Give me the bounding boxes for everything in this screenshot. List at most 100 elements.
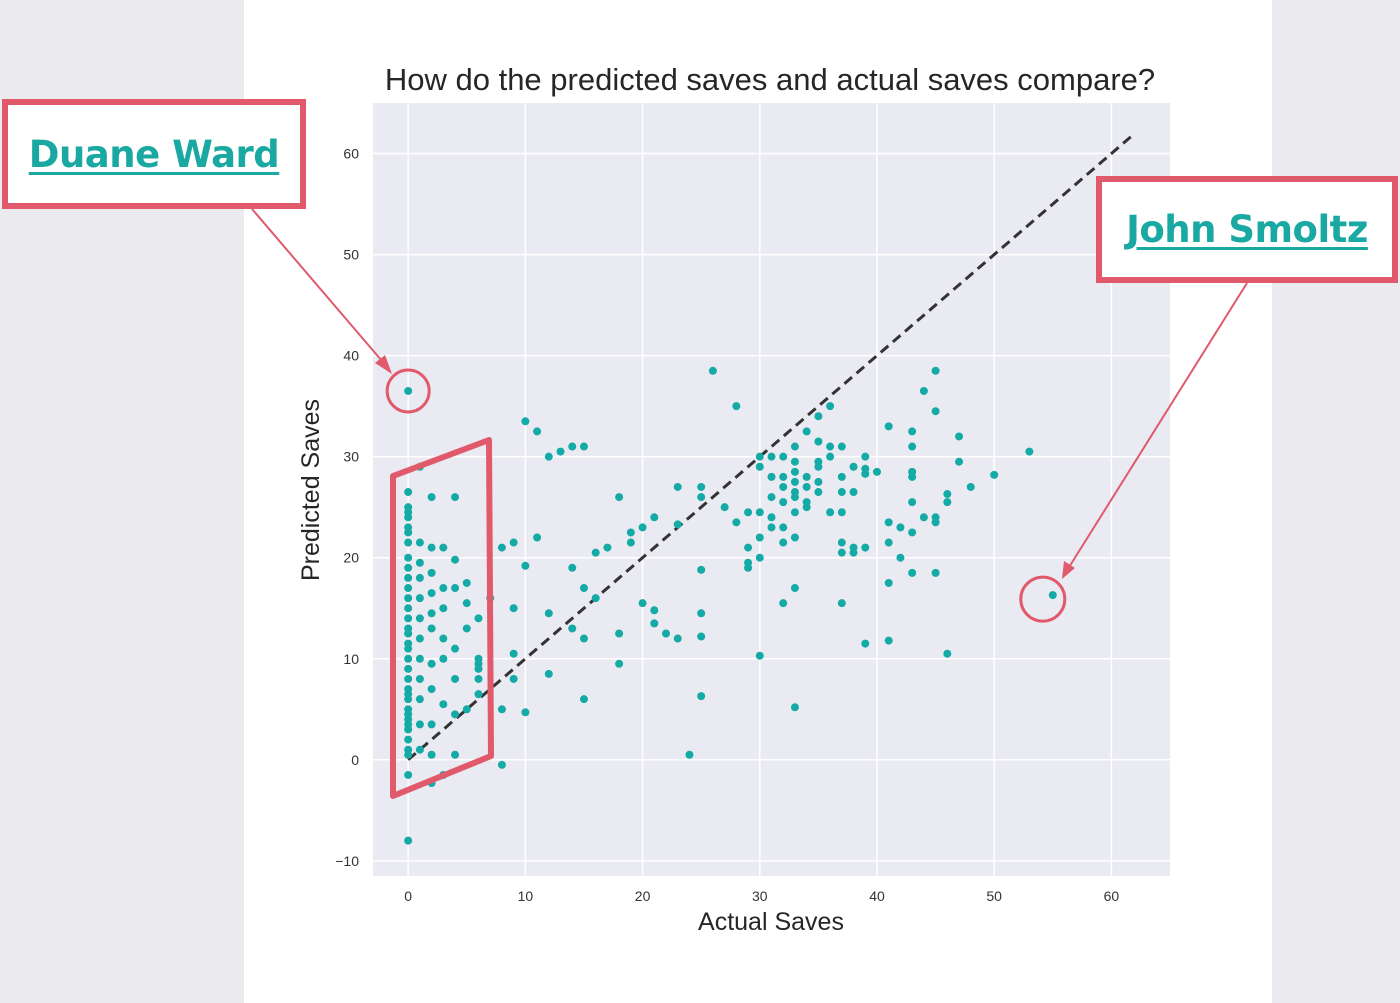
data-point — [451, 584, 460, 593]
data-point — [439, 584, 448, 593]
data-point — [837, 442, 846, 451]
data-point — [474, 614, 483, 623]
data-point — [509, 674, 518, 683]
data-point — [415, 573, 424, 582]
data-point — [404, 538, 413, 547]
data-point — [744, 508, 753, 517]
data-point — [404, 836, 413, 845]
data-point — [908, 427, 917, 436]
data-point — [626, 528, 635, 537]
data-point — [427, 750, 436, 759]
data-point — [533, 533, 542, 542]
data-point — [685, 750, 694, 759]
data-point — [779, 538, 788, 547]
data-point — [802, 482, 811, 491]
data-point — [826, 442, 835, 451]
data-point — [568, 624, 577, 633]
data-point — [615, 629, 624, 638]
data-point — [568, 563, 577, 572]
data-point — [673, 634, 682, 643]
data-point — [404, 553, 413, 562]
data-point — [439, 604, 448, 613]
data-point — [427, 609, 436, 618]
data-point — [544, 452, 553, 461]
duane-ward-link[interactable]: Duane Ward — [28, 132, 280, 176]
john-smoltz-link[interactable]: John Smoltz — [1126, 208, 1368, 251]
data-point — [955, 432, 964, 441]
y-tick-label: −10 — [335, 853, 359, 869]
data-point — [415, 594, 424, 603]
data-point — [814, 462, 823, 471]
data-point — [521, 708, 530, 717]
data-point — [744, 563, 753, 572]
data-point — [826, 508, 835, 517]
data-point — [931, 568, 940, 577]
data-point — [404, 386, 413, 395]
data-point — [966, 482, 975, 491]
data-point — [404, 644, 413, 653]
data-point — [744, 543, 753, 552]
data-point — [439, 654, 448, 663]
data-point — [814, 477, 823, 486]
data-point — [755, 533, 764, 542]
data-point — [790, 477, 799, 486]
chart-title: How do the predicted saves and actual sa… — [385, 62, 1155, 97]
data-point — [802, 503, 811, 512]
data-point — [415, 558, 424, 567]
data-point — [404, 750, 413, 759]
data-point — [427, 659, 436, 668]
data-point — [849, 488, 858, 497]
data-point — [462, 599, 471, 608]
data-point — [814, 412, 823, 421]
data-point — [415, 538, 424, 547]
data-point — [404, 629, 413, 638]
y-tick-label: 30 — [343, 449, 359, 465]
data-point — [931, 366, 940, 375]
data-point — [462, 578, 471, 587]
data-point — [404, 563, 413, 572]
data-point — [802, 427, 811, 436]
data-point — [544, 609, 553, 618]
data-point — [404, 664, 413, 673]
data-point — [943, 649, 952, 658]
data-point — [451, 644, 460, 653]
data-point — [462, 624, 471, 633]
data-point — [779, 599, 788, 608]
data-point — [919, 513, 928, 522]
data-point — [404, 604, 413, 613]
data-point — [638, 599, 647, 608]
data-point — [837, 472, 846, 481]
data-point — [427, 685, 436, 694]
data-point — [451, 674, 460, 683]
highlight-circle-ward — [385, 368, 431, 414]
data-point — [404, 528, 413, 537]
data-point — [579, 634, 588, 643]
data-point — [990, 470, 999, 479]
data-point — [404, 695, 413, 704]
data-point — [650, 619, 659, 628]
data-point — [427, 493, 436, 502]
data-point — [720, 503, 729, 512]
data-point — [439, 543, 448, 552]
data-point — [908, 528, 917, 537]
data-point — [427, 568, 436, 577]
callout-john-smoltz: John Smoltz — [1096, 176, 1398, 283]
data-point — [779, 523, 788, 532]
data-point — [404, 488, 413, 497]
y-tick-label: 60 — [343, 146, 359, 162]
data-point — [404, 573, 413, 582]
x-tick-label: 50 — [986, 888, 1002, 904]
data-point — [415, 720, 424, 729]
data-point — [533, 427, 542, 436]
data-point — [650, 606, 659, 615]
data-point — [790, 703, 799, 712]
data-point — [779, 482, 788, 491]
data-point — [451, 750, 460, 759]
data-point — [521, 417, 530, 426]
data-point — [767, 452, 776, 461]
data-point — [814, 437, 823, 446]
data-point — [603, 543, 612, 552]
data-point — [872, 467, 881, 476]
data-point — [790, 457, 799, 466]
data-point — [790, 442, 799, 451]
